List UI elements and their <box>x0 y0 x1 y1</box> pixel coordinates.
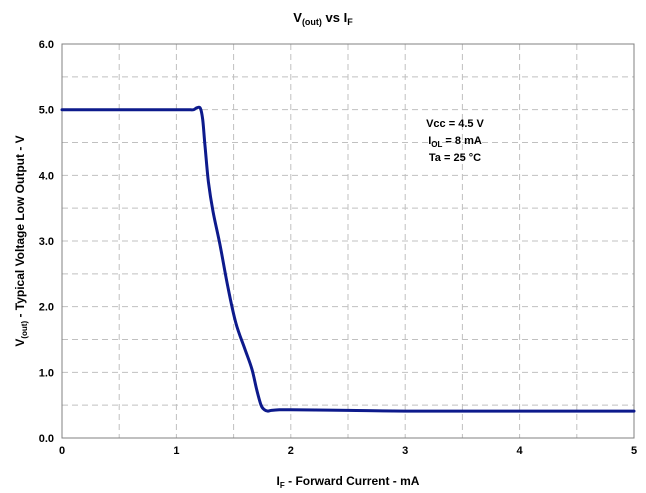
x-tick-label: 3 <box>402 445 408 457</box>
tick-labels: 0 1 2 3 4 5 0.0 1.0 2.0 3.0 4.0 5.0 6.0 <box>39 39 637 457</box>
annotation-line: Ta = 25 °C <box>429 152 481 164</box>
annotation-line: IOL = 8 mA <box>428 135 482 149</box>
y-tick-label: 1.0 <box>39 367 54 379</box>
annotation-line: Vcc = 4.5 V <box>426 118 484 130</box>
y-tick-label: 3.0 <box>39 236 54 248</box>
y-tick-label: 6.0 <box>39 39 54 51</box>
y-tick-label: 0.0 <box>39 433 54 445</box>
y-axis-label: V(out) - Typical Voltage Low Output - V <box>13 135 29 346</box>
x-tick-label: 1 <box>173 445 179 457</box>
conditions-annotation: Vcc = 4.5 V IOL = 8 mA Ta = 25 °C <box>426 118 484 164</box>
grid-layer <box>62 44 634 438</box>
x-tick-label: 0 <box>59 445 65 457</box>
x-tick-label: 2 <box>288 445 294 457</box>
x-tick-label: 5 <box>631 445 637 457</box>
series-line-vout <box>60 105 636 413</box>
y-tick-label: 4.0 <box>39 170 54 182</box>
x-tick-label: 4 <box>517 445 524 457</box>
y-tick-label: 5.0 <box>39 105 54 117</box>
plot-frame <box>61 43 635 439</box>
y-tick-label: 2.0 <box>39 302 54 314</box>
series-layer <box>60 105 636 413</box>
chart-title: V(out) vs IF <box>293 10 353 27</box>
x-axis-label: IF - Forward Current - mA <box>277 474 420 490</box>
